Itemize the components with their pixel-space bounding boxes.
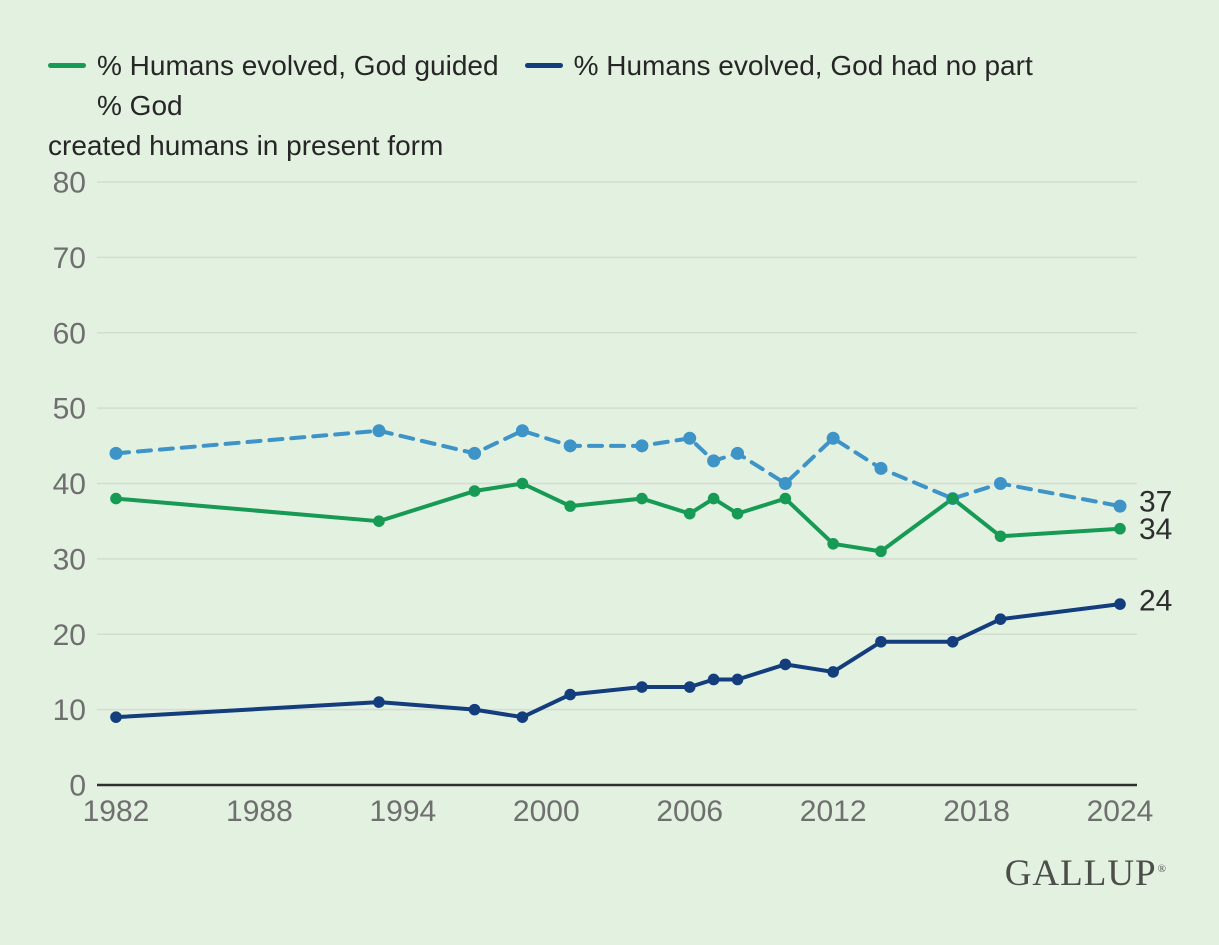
data-point-series-0[interactable] [1113, 499, 1127, 513]
data-point-series-0[interactable] [468, 446, 482, 460]
series-line-2 [114, 602, 1122, 720]
data-point-series-2[interactable] [110, 711, 122, 723]
y-tick-label: 70 [53, 242, 86, 275]
data-point-series-0[interactable] [515, 424, 529, 438]
legend-label-god-guided: % Humans evolved, God guided [97, 50, 499, 81]
data-point-series-1[interactable] [373, 515, 385, 527]
data-point-series-2[interactable] [946, 635, 959, 648]
data-point-series-1[interactable] [875, 545, 887, 558]
data-point-series-2[interactable] [636, 681, 648, 693]
gallup-logo-text: GALLUP [1004, 853, 1157, 894]
data-point-series-1[interactable] [1114, 522, 1126, 535]
y-tick-label: 80 [53, 167, 86, 200]
data-point-series-2[interactable] [468, 703, 481, 716]
data-point-series-2[interactable] [373, 696, 385, 708]
legend-label-no-part: % Humans evolved, God had no part [573, 50, 1033, 81]
data-point-series-2[interactable] [827, 666, 839, 678]
data-point-series-0[interactable] [731, 446, 745, 460]
data-point-series-2[interactable] [731, 673, 744, 686]
data-point-series-2[interactable] [994, 613, 1007, 625]
series-line-1 [114, 481, 1122, 554]
series-end-value-label: 37 [1139, 486, 1172, 519]
data-point-series-1[interactable] [779, 492, 792, 505]
data-point-series-1[interactable] [683, 507, 696, 520]
y-tick-label: 30 [53, 543, 86, 576]
y-tick-label: 10 [53, 694, 86, 727]
data-point-series-2[interactable] [564, 688, 576, 701]
data-point-series-0[interactable] [993, 477, 1007, 490]
data-point-series-0[interactable] [826, 431, 840, 445]
data-point-series-1[interactable] [516, 477, 529, 490]
data-point-series-0[interactable] [707, 454, 721, 468]
x-tick-label: 2012 [800, 795, 867, 828]
data-point-series-2[interactable] [516, 711, 529, 723]
data-point-series-2[interactable] [1114, 598, 1126, 610]
data-point-series-2[interactable] [683, 681, 696, 693]
data-point-series-1[interactable] [468, 485, 481, 497]
data-point-series-2[interactable] [707, 673, 720, 686]
y-tick-label: 0 [69, 770, 86, 803]
x-tick-label: 1982 [83, 795, 150, 828]
y-tick-label: 40 [53, 468, 86, 501]
legend: % Humans evolved, God guided % Humans evo… [48, 46, 1188, 166]
x-tick-label: 1988 [226, 795, 293, 828]
data-point-series-0[interactable] [683, 431, 697, 445]
x-tick-label: 2018 [943, 795, 1010, 828]
data-point-series-1[interactable] [636, 492, 648, 505]
legend-label-present-form-line1: % God [97, 90, 183, 121]
data-point-series-0[interactable] [874, 461, 888, 475]
data-point-series-1[interactable] [110, 492, 122, 505]
data-point-series-1[interactable] [707, 492, 720, 505]
data-point-series-1[interactable] [827, 538, 839, 550]
legend-swatch-green-line-icon [48, 63, 86, 69]
registered-trademark-icon: ® [1157, 862, 1167, 875]
legend-label-present-form-line2: created humans in present form [48, 130, 444, 161]
legend-item-present-form[interactable]: % God [48, 90, 183, 121]
data-point-series-2[interactable] [875, 635, 887, 648]
series-line-0 [114, 428, 1122, 509]
y-tick-label: 20 [53, 619, 86, 652]
x-tick-label: 2006 [656, 795, 723, 828]
series-end-value-label: 24 [1139, 585, 1172, 618]
data-point-series-1[interactable] [564, 500, 576, 512]
data-point-series-0[interactable] [635, 439, 649, 453]
legend-item-god-guided[interactable]: % Humans evolved, God guided [48, 50, 499, 81]
x-tick-label: 2024 [1087, 795, 1154, 828]
legend-swatch-blue-dashed-line-icon [48, 103, 86, 108]
legend-swatch-navy-line-icon [524, 63, 563, 69]
data-point-series-0[interactable] [109, 446, 123, 460]
series-end-value-label: 34 [1139, 513, 1172, 546]
data-point-series-0[interactable] [563, 439, 577, 453]
legend-item-no-part[interactable]: % Humans evolved, God had no part [524, 50, 1033, 81]
data-point-series-2[interactable] [779, 658, 792, 671]
data-point-series-1[interactable] [994, 530, 1007, 543]
data-point-series-1[interactable] [946, 492, 959, 505]
y-tick-label: 60 [53, 317, 86, 350]
y-tick-label: 50 [53, 393, 86, 426]
data-point-series-0[interactable] [778, 477, 792, 490]
data-point-series-1[interactable] [731, 507, 744, 520]
x-tick-label: 1994 [369, 795, 436, 828]
gallup-logo: GALLUP® [1005, 852, 1167, 895]
x-tick-label: 2000 [513, 795, 580, 828]
data-point-series-0[interactable] [372, 424, 386, 438]
